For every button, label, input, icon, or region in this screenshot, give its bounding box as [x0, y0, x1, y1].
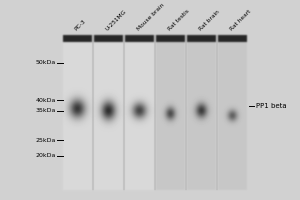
Text: U-251MG: U-251MG — [105, 9, 128, 32]
Text: PP1 beta: PP1 beta — [256, 103, 286, 109]
Text: Mouse brain: Mouse brain — [136, 3, 165, 32]
Text: Rat heart: Rat heart — [229, 9, 252, 32]
Text: 40kDa: 40kDa — [36, 98, 56, 103]
Text: Rat brain: Rat brain — [198, 10, 220, 32]
Text: 50kDa: 50kDa — [36, 60, 56, 65]
Text: 25kDa: 25kDa — [36, 138, 56, 143]
Text: 35kDa: 35kDa — [36, 108, 56, 113]
Text: 20kDa: 20kDa — [36, 153, 56, 158]
Text: Rat testis: Rat testis — [167, 9, 190, 32]
Text: PC-3: PC-3 — [74, 19, 87, 32]
